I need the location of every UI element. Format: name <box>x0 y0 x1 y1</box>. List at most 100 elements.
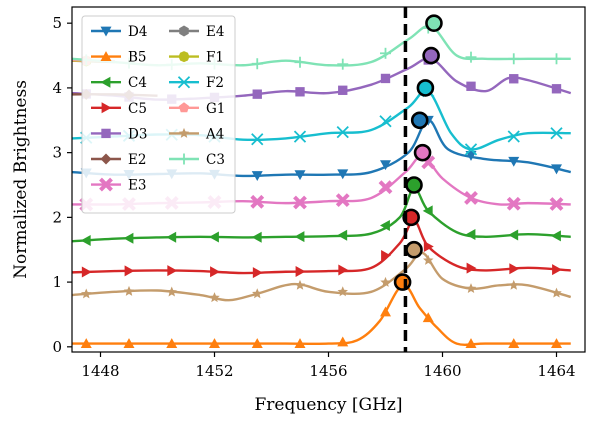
marker-c4 <box>294 231 305 243</box>
y-axis-label: Normalized Brightness <box>11 80 31 279</box>
legend-marker-b5 <box>100 51 112 61</box>
highlight-layer <box>393 14 443 291</box>
marker-f2 <box>336 126 349 139</box>
legend-label: F1 <box>206 50 224 66</box>
legend-entry-e2: E2 <box>91 152 146 168</box>
marker-d4 <box>508 156 520 167</box>
marker-a4 <box>294 279 306 290</box>
legend-marker-e2 <box>100 153 112 165</box>
legend-label: B5 <box>128 50 147 66</box>
marker-a4 <box>209 292 220 303</box>
marker-c5 <box>124 265 135 277</box>
marker-c3 <box>294 56 306 68</box>
marker-a4 <box>252 288 263 299</box>
marker-f2 <box>550 127 563 140</box>
peak-marker-e3 <box>413 143 432 162</box>
legend-label: G1 <box>206 101 225 117</box>
marker-e3 <box>506 196 521 211</box>
legend-label: C4 <box>128 75 147 91</box>
marker-d3 <box>509 74 519 84</box>
marker-f2 <box>507 130 520 143</box>
marker-b5 <box>465 338 477 348</box>
marker-c4 <box>337 229 348 241</box>
marker-c5 <box>210 266 220 278</box>
marker-c4 <box>80 234 91 246</box>
peak-marker-d3 <box>422 46 440 65</box>
legend-entry-e3: E3 <box>91 178 146 194</box>
marker-f2 <box>464 143 478 156</box>
series-line-b5 <box>72 284 571 346</box>
series-line-a4 <box>72 251 572 302</box>
marker-c4 <box>123 232 134 244</box>
marker-c5 <box>466 262 477 274</box>
legend-marker-d3 <box>101 128 111 139</box>
marker-e3 <box>335 193 350 208</box>
marker-b5 <box>166 338 178 348</box>
marker-e3 <box>293 195 307 210</box>
legend-label: E3 <box>128 178 146 194</box>
legend-entry-b5: B5 <box>91 50 147 66</box>
legend-marker-d4 <box>100 26 112 37</box>
marker-c5 <box>552 264 562 276</box>
marker-c4 <box>166 231 177 243</box>
marker-b5 <box>123 338 135 348</box>
marker-b5 <box>80 338 92 348</box>
marker-c4 <box>251 231 262 243</box>
legend-entry-g1: G1 <box>169 101 225 117</box>
marker-e3 <box>549 197 564 211</box>
marker-c4 <box>380 219 390 231</box>
marker-a4 <box>337 286 348 297</box>
marker-a4 <box>465 283 477 294</box>
marker-c5 <box>295 266 306 278</box>
marker-a4 <box>508 279 519 290</box>
y-tick-label: 1 <box>52 273 62 291</box>
marker-a4 <box>81 288 92 299</box>
marker-d4 <box>551 164 562 175</box>
marker-b5 <box>508 338 520 348</box>
peak-marker-f2 <box>416 79 435 97</box>
peak-marker-b5 <box>393 273 412 291</box>
y-tick-label: 3 <box>52 144 62 162</box>
axis-ticks: 1448 1452 1456 1460 1464 0 1 2 3 4 5 <box>52 14 575 380</box>
legend-marker-c3 <box>178 153 190 165</box>
marker-d3 <box>466 81 476 91</box>
legend-label: D4 <box>128 24 147 40</box>
legend-marker-e3 <box>99 177 113 192</box>
marker-e3 <box>378 180 393 195</box>
marker-b5 <box>551 338 562 348</box>
marker-a4 <box>166 286 177 297</box>
marker-d4 <box>294 170 306 181</box>
marker-f2 <box>293 130 307 143</box>
marker-b5 <box>294 338 306 348</box>
legend-label: C3 <box>206 152 225 168</box>
marker-d3 <box>252 89 262 99</box>
marker-c4 <box>465 229 476 241</box>
marker-d4 <box>337 169 349 180</box>
legend-marker-a4 <box>178 127 190 138</box>
series-line-c5 <box>72 219 571 275</box>
marker-c4 <box>508 229 519 241</box>
legend-entry-d3: D3 <box>91 126 147 142</box>
marker-c3 <box>508 53 520 65</box>
series-c5 <box>72 219 571 279</box>
marker-d3 <box>295 87 305 97</box>
legend-entry-f1: F1 <box>169 50 224 66</box>
marker-c4 <box>551 230 561 242</box>
series-c4 <box>72 187 571 246</box>
legend-entry-c5: C5 <box>91 101 147 117</box>
legend-label: C5 <box>128 101 147 117</box>
legend-marker-g1 <box>178 102 190 113</box>
legend-label: E2 <box>128 152 146 168</box>
marker-c3 <box>337 58 349 70</box>
y-tick-label: 2 <box>52 208 62 226</box>
peak-marker-c3 <box>425 14 443 32</box>
marker-f2 <box>251 133 264 146</box>
marker-c3 <box>465 51 477 63</box>
marker-f2 <box>379 115 392 128</box>
legend-marker-f1 <box>178 51 190 63</box>
peak-marker-a4 <box>405 240 423 259</box>
marker-b5 <box>422 312 434 323</box>
x-tick-label: 1452 <box>195 362 233 380</box>
